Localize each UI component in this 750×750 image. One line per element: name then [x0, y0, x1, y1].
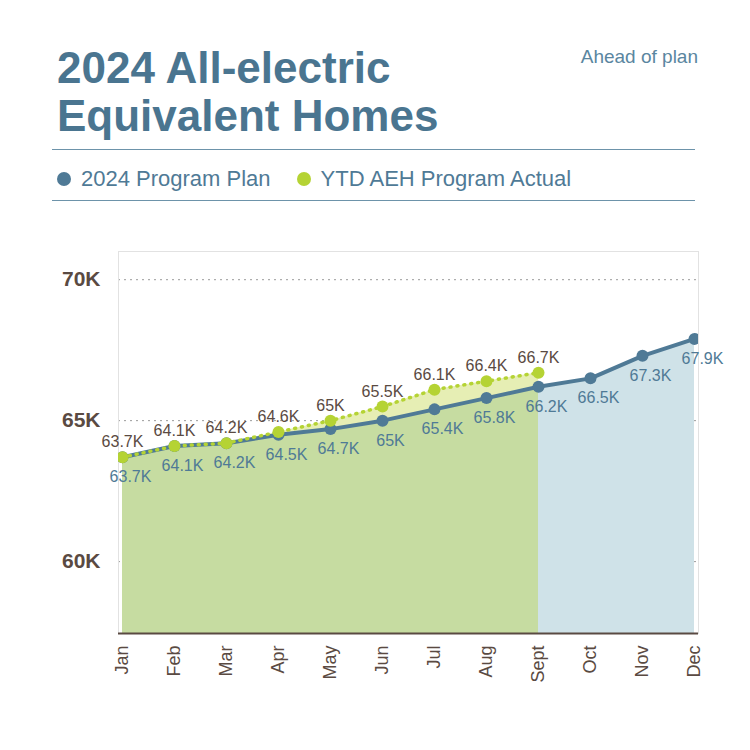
- svg-text:Mar: Mar: [216, 645, 236, 676]
- svg-text:66.7K: 66.7K: [518, 349, 560, 366]
- svg-text:Apr: Apr: [268, 645, 288, 673]
- svg-text:Nov: Nov: [632, 646, 652, 678]
- svg-text:Jul: Jul: [424, 646, 444, 669]
- svg-text:65.8K: 65.8K: [474, 409, 516, 426]
- svg-text:Jan: Jan: [112, 646, 132, 675]
- svg-text:64.1K: 64.1K: [154, 422, 196, 439]
- svg-text:Sept: Sept: [528, 646, 548, 683]
- svg-text:64.2K: 64.2K: [214, 454, 256, 471]
- html-text:Ahead of plan: Ahead of plan: [580, 46, 698, 67]
- svg-text:64.2K: 64.2K: [206, 419, 248, 436]
- svg-text:65.4K: 65.4K: [422, 420, 464, 437]
- svg-text:65K: 65K: [376, 432, 405, 449]
- svg-text:60K: 60K: [62, 549, 101, 572]
- svg-text:70K: 70K: [62, 267, 101, 290]
- html-text:2024 Program Plan: 2024 Program Plan: [81, 166, 271, 191]
- svg-text:65K: 65K: [316, 397, 345, 414]
- svg-text:63.7K: 63.7K: [102, 433, 144, 450]
- svg-text:May: May: [320, 646, 340, 680]
- svg-text:Aug: Aug: [476, 646, 496, 678]
- svg-text:Oct: Oct: [580, 646, 600, 674]
- svg-text:63.7K: 63.7K: [110, 468, 152, 485]
- svg-text:Feb: Feb: [164, 646, 184, 677]
- svg-text:66.5K: 66.5K: [578, 389, 620, 406]
- html-text:YTD AEH Program Actual: YTD AEH Program Actual: [320, 166, 572, 191]
- svg-text:64.6K: 64.6K: [258, 408, 300, 425]
- svg-text:66.1K: 66.1K: [414, 366, 456, 383]
- svg-text:67.9K: 67.9K: [682, 350, 724, 367]
- svg-text:64.7K: 64.7K: [318, 440, 360, 457]
- svg-text:Dec: Dec: [684, 646, 704, 678]
- svg-text:66.2K: 66.2K: [526, 398, 568, 415]
- svg-text:67.3K: 67.3K: [630, 367, 672, 384]
- svg-text:66.4K: 66.4K: [466, 357, 508, 374]
- svg-text:Jun: Jun: [372, 646, 392, 675]
- svg-text:64.1K: 64.1K: [162, 457, 204, 474]
- svg-text:65.5K: 65.5K: [362, 383, 404, 400]
- svg-text:65K: 65K: [62, 408, 101, 431]
- html-text:2024 All-electric Equivalent H: 2024 All-electric Equivalent Homes: [57, 43, 439, 140]
- svg-text:64.5K: 64.5K: [266, 446, 308, 463]
